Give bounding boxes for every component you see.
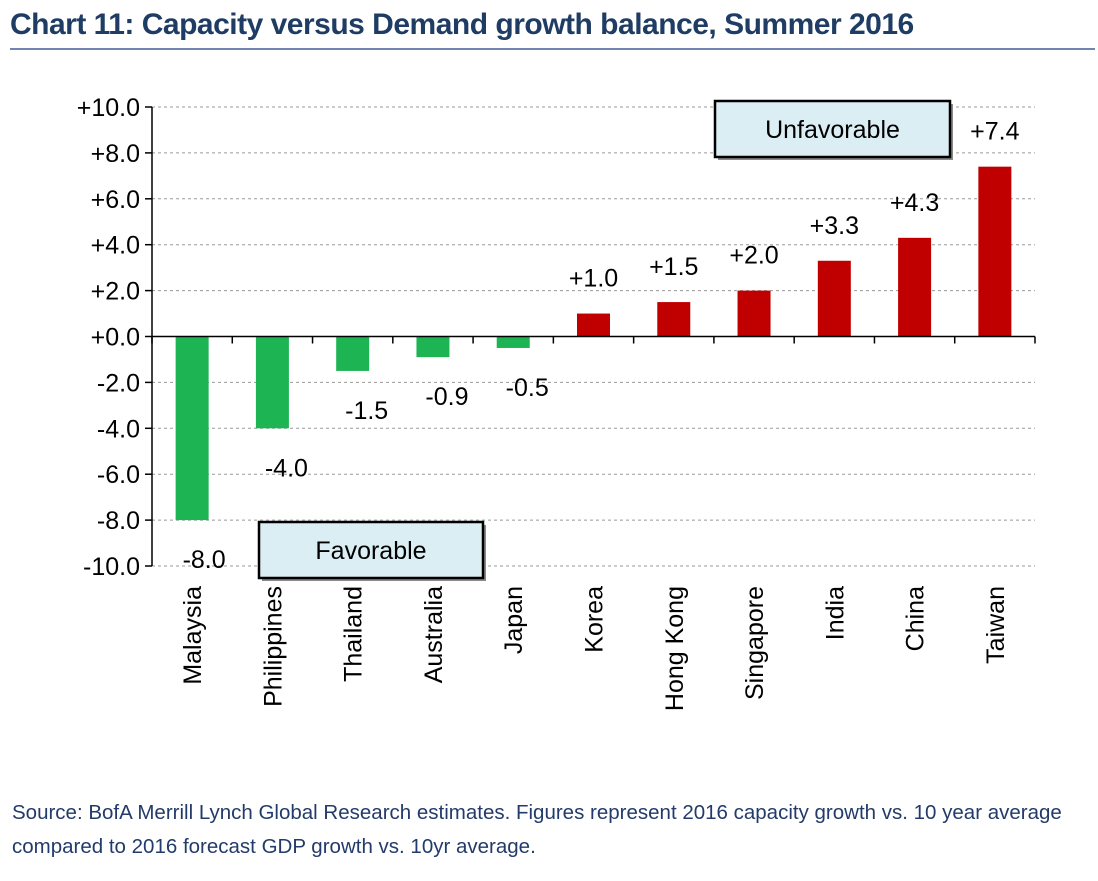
- bar-australia: [416, 336, 450, 358]
- category-label: Japan: [500, 586, 528, 654]
- favorable-box: Favorable: [257, 520, 486, 581]
- box-label: Favorable: [315, 537, 426, 565]
- bar-india: [817, 260, 851, 337]
- category-labels: Malaysia Philippines Thailand Australia Japa…: [179, 586, 1010, 711]
- source-note: Source: BofA Merrill Lynch Global Resear…: [12, 801, 1062, 858]
- box-label: Unfavorable: [765, 116, 900, 144]
- bar-malaysia: [175, 336, 209, 521]
- bars: [175, 166, 1012, 521]
- data-label: -4.0: [265, 454, 308, 482]
- chart-title: Chart 11: Capacity versus Demand growth …: [10, 8, 1095, 50]
- data-label: +1.0: [569, 265, 618, 293]
- bar-singapore: [737, 290, 771, 337]
- y-tick-labels: +10.0 +8.0 +6.0 +4.0 +2.0 +0.0 -2.0 -4.0 -6.0 -8.…: [77, 94, 140, 581]
- data-label: +7.4: [970, 118, 1019, 146]
- annotation-boxes: Unfavorable Favorable: [257, 99, 953, 581]
- bar-philippines: [255, 336, 289, 429]
- y-tick-label: -2.0: [97, 369, 140, 397]
- category-label: Philippines: [259, 586, 287, 707]
- bar-korea: [577, 313, 610, 337]
- box-frame: [257, 520, 485, 580]
- category-label: India: [821, 586, 849, 640]
- data-label: -0.9: [425, 383, 468, 411]
- bar-thailand: [336, 336, 370, 371]
- y-tick-label: +2.0: [91, 278, 140, 306]
- bar-taiwan: [978, 166, 1012, 337]
- y-tick-label: +4.0: [91, 232, 140, 260]
- data-label: -0.5: [506, 374, 549, 402]
- category-label: Malaysia: [179, 586, 207, 685]
- data-label: +1.5: [649, 253, 698, 281]
- category-label: Australia: [420, 586, 448, 683]
- y-tick-label: +6.0: [91, 186, 140, 214]
- unfavorable-box: Unfavorable: [713, 99, 953, 160]
- bar-china: [898, 237, 932, 337]
- bar-chart: +10.0 +8.0 +6.0 +4.0 +2.0 +0.0 -2.0 -4.0 -6.0 -8.…: [77, 94, 1036, 711]
- data-label: +2.0: [729, 242, 778, 270]
- category-label: Korea: [581, 586, 609, 653]
- y-tick-label: -6.0: [97, 461, 140, 489]
- category-label: Taiwan: [982, 586, 1010, 664]
- y-tick-label: -10.0: [83, 553, 140, 581]
- y-tick-label: -4.0: [97, 415, 140, 443]
- data-label: -1.5: [345, 397, 388, 425]
- box-frame: [713, 99, 952, 159]
- data-label: +4.3: [890, 189, 939, 217]
- data-label: -8.0: [183, 546, 226, 574]
- category-label: Thailand: [340, 586, 368, 682]
- bar-japan: [496, 336, 530, 348]
- y-tick-label: +0.0: [91, 324, 140, 352]
- category-label: China: [902, 586, 930, 651]
- data-label: +3.3: [810, 212, 859, 240]
- y-tick-label: +8.0: [91, 140, 140, 168]
- y-tick-label: +10.0: [77, 94, 140, 122]
- data-labels: -8.0 -4.0 -1.5 -0.9 -0.5 +1.0 +1.5 +2.0 +3.3 +4.3…: [183, 118, 1020, 574]
- axes: [145, 106, 1036, 567]
- category-label: Singapore: [741, 586, 769, 700]
- y-tick-label: -8.0: [97, 507, 140, 535]
- category-label: Hong Kong: [661, 586, 689, 711]
- bar-hong-kong: [657, 302, 691, 337]
